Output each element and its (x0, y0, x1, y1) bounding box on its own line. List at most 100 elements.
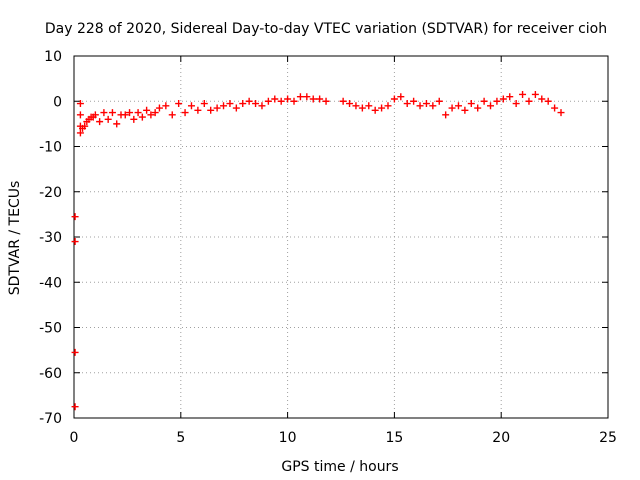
data-point (557, 109, 565, 117)
data-point (91, 111, 99, 119)
data-point (397, 93, 405, 101)
data-point (506, 93, 514, 101)
data-point (126, 109, 134, 117)
data-point (96, 118, 104, 126)
x-tick-label: 0 (70, 430, 79, 446)
data-point (121, 111, 129, 119)
y-tick-label: 0 (53, 94, 62, 110)
data-point (226, 100, 234, 108)
data-point (181, 109, 189, 117)
data-point (390, 95, 398, 103)
y-tick-label: -10 (39, 140, 62, 156)
data-point (104, 115, 112, 123)
data-point (365, 102, 373, 110)
x-tick-label: 15 (385, 430, 403, 446)
data-point (322, 97, 330, 105)
y-tick-label: -30 (39, 230, 62, 246)
data-point (384, 102, 392, 110)
data-point (108, 109, 116, 117)
data-point (151, 109, 159, 117)
x-axis-label: GPS time / hours (281, 459, 398, 475)
y-tick-label: 10 (44, 49, 62, 65)
data-point (442, 111, 450, 119)
data-point (71, 238, 79, 246)
data-point (493, 97, 501, 105)
data-point (467, 100, 475, 108)
data-point (538, 95, 546, 103)
x-tick-label: 20 (492, 430, 510, 446)
data-point (147, 111, 155, 119)
x-tick-label: 10 (279, 430, 297, 446)
data-point (194, 106, 202, 114)
data-point (544, 97, 552, 105)
y-tick-label: -70 (39, 411, 62, 427)
data-point (519, 90, 527, 98)
data-point (187, 102, 195, 110)
data-point (76, 129, 84, 137)
data-point (316, 95, 324, 103)
data-point (264, 97, 272, 105)
x-tick-labels: 0 5 10 15 20 25 (70, 430, 617, 446)
data-point (551, 104, 559, 112)
x-tick-label: 25 (599, 430, 617, 446)
y-tick-label: -20 (39, 185, 62, 201)
data-point (474, 104, 482, 112)
data-point (245, 97, 253, 105)
data-point (346, 100, 354, 108)
data-point (134, 109, 142, 117)
data-point (403, 100, 411, 108)
data-point (303, 93, 311, 101)
data-point (410, 97, 418, 105)
data-point (138, 113, 146, 121)
data-point (258, 102, 266, 110)
data-point (213, 104, 221, 112)
data-point (525, 97, 533, 105)
data-point (81, 122, 89, 130)
data-point (339, 97, 347, 105)
axis-ticks (73, 55, 609, 419)
x-tick-label: 5 (176, 430, 185, 446)
data-point (429, 102, 437, 110)
data-point (371, 106, 379, 114)
data-point (454, 102, 462, 110)
data-point (175, 100, 183, 108)
data-points (71, 90, 565, 411)
y-tick-label: -40 (39, 275, 62, 291)
data-point (100, 109, 108, 117)
data-point (461, 106, 469, 114)
data-point (271, 95, 279, 103)
data-point (422, 100, 430, 108)
data-point (435, 97, 443, 105)
data-point (143, 106, 151, 114)
data-point (71, 213, 79, 221)
data-point (232, 104, 240, 112)
data-point (76, 111, 84, 119)
data-point (71, 403, 79, 411)
data-point (239, 100, 247, 108)
grid-lines (74, 56, 608, 418)
data-point (284, 95, 292, 103)
y-tick-label: -50 (39, 321, 62, 337)
data-point (487, 102, 495, 110)
data-point (277, 97, 285, 105)
data-point (130, 115, 138, 123)
y-axis-label: SDTVAR / TECUs (7, 181, 23, 296)
data-point (168, 111, 176, 119)
data-point (416, 102, 424, 110)
data-point (448, 104, 456, 112)
data-point (296, 93, 304, 101)
data-point (207, 106, 215, 114)
data-point (71, 348, 79, 356)
data-point (352, 102, 360, 110)
data-point (290, 97, 298, 105)
data-point (512, 100, 520, 108)
data-point (499, 95, 507, 103)
data-point (155, 104, 163, 112)
data-point (220, 102, 228, 110)
data-point (252, 100, 260, 108)
y-tick-labels: 10 0 -10 -20 -30 -40 -50 -60 -70 (39, 49, 62, 427)
data-point (76, 100, 84, 108)
data-point (378, 104, 386, 112)
data-point (113, 120, 121, 128)
